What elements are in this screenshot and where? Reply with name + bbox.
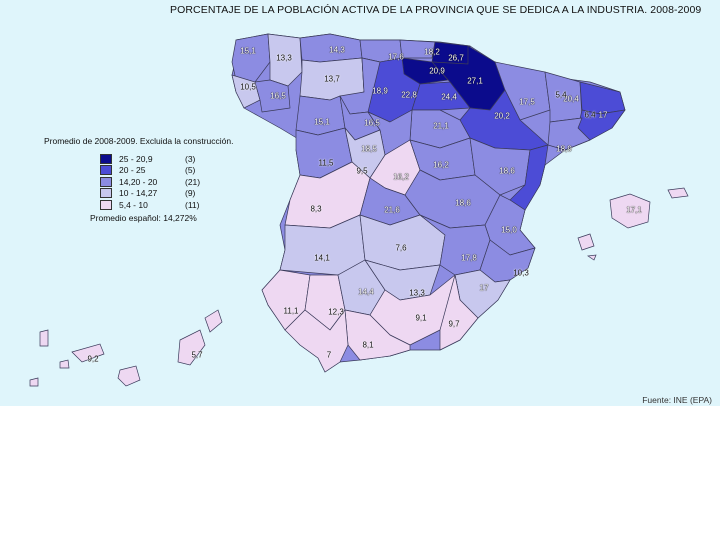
island-fuerteventura xyxy=(177,329,206,366)
province-zamora xyxy=(295,95,346,136)
island-lanzarote xyxy=(204,309,223,333)
province-value-label: 18,2 xyxy=(424,47,440,57)
province-value-label: 15,1 xyxy=(314,117,330,127)
legend-title: Promedio de 2008-2009. Excluida la const… xyxy=(44,136,234,146)
source-note: Fuente: INE (EPA) xyxy=(642,395,712,405)
legend-row: 20 - 25 (5) xyxy=(100,165,233,177)
province-almeria xyxy=(439,274,479,351)
province-value-label: 16,2 xyxy=(433,160,449,170)
province-value-label: 20,4 xyxy=(563,94,579,104)
province-value-label: 5,4 xyxy=(555,90,567,100)
legend-row: 10 - 14,27 (9) xyxy=(100,188,233,200)
island-ibiza xyxy=(577,233,595,251)
province-value-label: 11,5 xyxy=(318,158,334,168)
province-value-label: 13,3 xyxy=(276,53,292,63)
province-value-label: 7 xyxy=(326,350,332,360)
province-value-label: 10,3 xyxy=(513,268,529,278)
province-value-label: 18,6 xyxy=(455,198,471,208)
province-value-label: 18,9 xyxy=(372,86,388,96)
island-tenerife xyxy=(71,343,105,363)
province-value-label: 13,3 xyxy=(409,288,425,298)
province-castellon xyxy=(509,144,549,211)
province-value-label: 6,4 xyxy=(584,110,596,120)
province-value-label: 8,1 xyxy=(362,340,374,350)
map-title: PORCENTAJE DE LA POBLACIÓN ACTIVA DE LA … xyxy=(170,4,702,16)
province-value-label: 11,1 xyxy=(283,306,299,316)
island-formentera xyxy=(587,254,597,261)
legend-average: Promedio español: 14,272% xyxy=(90,212,197,223)
island-mallorca xyxy=(609,193,651,229)
province-value-label: 20,2 xyxy=(494,111,510,121)
province-ourense xyxy=(254,79,291,113)
province-value-label: 7,6 xyxy=(395,243,407,253)
province-larioja xyxy=(411,81,471,111)
legend-row: 5,4 - 10 (11) xyxy=(100,199,233,211)
legend-swatch xyxy=(100,153,112,164)
province-value-label: 16,5 xyxy=(364,118,380,128)
legend-swatch xyxy=(100,199,112,210)
province-value-label: 9,1 xyxy=(415,313,427,323)
province-value-label: 8,3 xyxy=(310,204,322,214)
legend-range: 20 - 25 xyxy=(119,165,146,176)
province-value-label: 24,4 xyxy=(441,92,457,102)
province-value-label: 17 xyxy=(479,283,489,293)
legend: Promedio de 2008-2009. Excluida la const… xyxy=(44,136,233,223)
legend-range: 5,4 - 10 xyxy=(119,199,148,210)
province-value-label: 22,8 xyxy=(401,90,417,100)
province-value-label: 15,0 xyxy=(501,225,517,235)
province-value-label: 17,1 xyxy=(626,205,642,215)
province-value-label: 18,6 xyxy=(499,166,515,176)
island-hierro xyxy=(29,377,39,387)
legend-count: (11) xyxy=(185,199,200,210)
legend-swatch xyxy=(100,176,112,187)
spain-map xyxy=(29,33,689,387)
map-panel: PORCENTAJE DE LA POBLACIÓN ACTIVA DE LA … xyxy=(0,0,720,406)
legend-range: 14,20 - 20 xyxy=(119,176,158,187)
province-value-label: 17,8 xyxy=(461,253,477,263)
province-value-label: 9,5 xyxy=(356,166,368,176)
island-gomera xyxy=(59,359,70,369)
province-value-label: 9,2 xyxy=(87,354,99,364)
province-value-label: 17,6 xyxy=(388,52,404,62)
province-pontevedra xyxy=(231,74,261,109)
legend-swatch xyxy=(100,188,112,199)
island-menorca xyxy=(667,187,689,199)
province-value-label: 18,9 xyxy=(556,144,572,154)
province-value-label: 26,7 xyxy=(448,53,464,63)
province-value-label: 9,7 xyxy=(448,319,460,329)
province-value-label: 14,3 xyxy=(329,45,345,55)
legend-row: 14,20 - 20 (21) xyxy=(100,176,233,188)
island-lapalma xyxy=(39,329,49,347)
province-value-label: 21,6 xyxy=(384,205,400,215)
legend-row: 25 - 20,9 (3) xyxy=(100,153,233,165)
province-value-label: 17,5 xyxy=(519,97,535,107)
province-vizcaya xyxy=(399,39,436,59)
legend-swatch xyxy=(100,165,112,176)
legend-range: 10 - 14,27 xyxy=(119,188,158,199)
island-grancanaria xyxy=(117,365,141,387)
province-value-label: 27,1 xyxy=(467,76,483,86)
province-value-label: 10,5 xyxy=(240,82,256,92)
province-value-label: 5,7 xyxy=(191,350,203,360)
legend-count: (21) xyxy=(185,176,201,187)
province-value-label: 17 xyxy=(598,110,608,120)
province-value-label: 15,1 xyxy=(240,46,256,56)
province-value-label: 13,7 xyxy=(324,74,340,84)
province-malaga xyxy=(344,309,411,361)
legend-count: (3) xyxy=(185,153,196,164)
province-huesca xyxy=(494,61,551,121)
province-value-label: 14,1 xyxy=(314,253,330,263)
province-value-label: 16,5 xyxy=(270,91,286,101)
province-value-label: 21,1 xyxy=(433,121,449,131)
province-value-label: 18,5 xyxy=(361,144,377,154)
province-value-label: 20,9 xyxy=(429,66,445,76)
legend-count: (5) xyxy=(185,165,196,176)
province-value-label: 12,3 xyxy=(328,307,344,317)
province-value-label: 16,2 xyxy=(393,172,409,182)
province-cadiz xyxy=(284,309,349,373)
province-value-label: 14,4 xyxy=(358,287,374,297)
legend-count: (9) xyxy=(185,188,196,199)
legend-range: 25 - 20,9 xyxy=(119,153,153,164)
